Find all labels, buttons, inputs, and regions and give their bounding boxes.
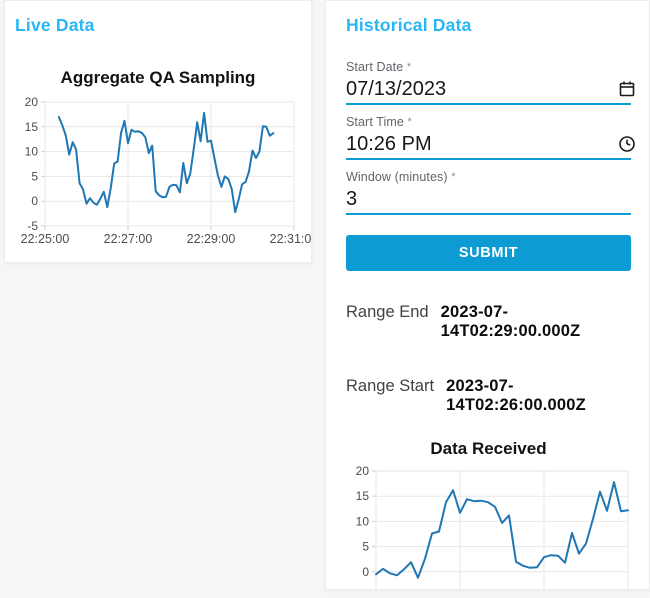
clock-icon[interactable]	[617, 134, 637, 154]
svg-text:0: 0	[31, 194, 38, 208]
svg-text:20: 20	[356, 464, 370, 478]
window-minutes-input[interactable]	[346, 186, 631, 212]
live-chart: 20 15 10 5 0 -522:25:00 22:27:00 22:29:00 22:31:…	[21, 95, 311, 246]
svg-text:5: 5	[31, 169, 38, 183]
svg-text:15: 15	[356, 489, 370, 503]
svg-text:22:25:00: 22:25:00	[21, 232, 70, 246]
start-time-input[interactable]	[346, 131, 611, 157]
svg-text:20: 20	[25, 95, 39, 109]
required-marker: *	[407, 116, 412, 128]
window-minutes-input-row	[346, 185, 631, 215]
start-time-label: Start Time *	[346, 115, 631, 130]
svg-text:0: 0	[362, 565, 369, 579]
svg-text:22:31:00: 22:31:00	[270, 232, 312, 246]
live-chart-title: Aggregate QA Sampling	[60, 68, 256, 87]
live-chart-container: Aggregate QA Sampling 20 15 10 5 0 -5 22:25:00…	[5, 68, 311, 252]
history-chart-title: Data Received	[430, 439, 547, 458]
range-end-value: 2023-07-14T02:29:00.000Z	[440, 303, 581, 340]
submit-button[interactable]: SUBMIT	[346, 235, 631, 271]
calendar-icon[interactable]	[617, 79, 637, 99]
historical-data-panel: Historical Data Start Date *	[325, 0, 650, 590]
start-time-field: Start Time *	[346, 115, 635, 160]
svg-text:-5: -5	[27, 219, 38, 233]
history-chart-container: Data Received 20151050-522:26:0022:27:00…	[346, 439, 631, 589]
range-end-row: Range End 2023-07-14T02:29:00.000Z	[346, 303, 631, 341]
history-chart: 20151050-522:26:0022:27:0022:28:0022:29:…	[356, 464, 629, 589]
svg-text:10: 10	[25, 145, 39, 159]
start-time-label-text: Start Time	[346, 115, 404, 129]
window-minutes-field: Window (minutes) *	[346, 170, 631, 215]
historical-data-title: Historical Data	[346, 15, 472, 35]
required-marker: *	[406, 61, 412, 73]
range-start-row: Range Start 2023-07-14T02:26:00.000Z	[346, 377, 631, 415]
historical-panel-inner: Historical Data Start Date *	[326, 15, 649, 589]
required-marker: *	[451, 171, 456, 183]
range-start-value: 2023-07-14T02:26:00.000Z	[446, 377, 586, 414]
svg-text:22:27:00: 22:27:00	[104, 232, 153, 246]
window-minutes-label-text: Window (minutes)	[346, 170, 448, 184]
range-end-label: Range End	[346, 303, 429, 321]
svg-text:15: 15	[25, 120, 39, 134]
start-time-input-row	[346, 130, 635, 160]
start-date-input-row	[346, 75, 635, 105]
window-minutes-label: Window (minutes) *	[346, 170, 631, 185]
start-date-field: Start Date *	[346, 60, 635, 105]
start-date-input[interactable]	[346, 76, 611, 102]
live-data-panel: Live Data Aggregate QA Sampling 20 15 10 5 0…	[4, 0, 312, 263]
start-date-label: Start Date *	[346, 60, 631, 75]
start-date-label-text: Start Date	[346, 60, 404, 74]
range-start-label: Range Start	[346, 377, 435, 395]
live-data-title: Live Data	[15, 15, 95, 35]
svg-text:10: 10	[356, 514, 370, 528]
svg-text:22:29:00: 22:29:00	[187, 232, 236, 246]
svg-text:5: 5	[362, 540, 369, 554]
